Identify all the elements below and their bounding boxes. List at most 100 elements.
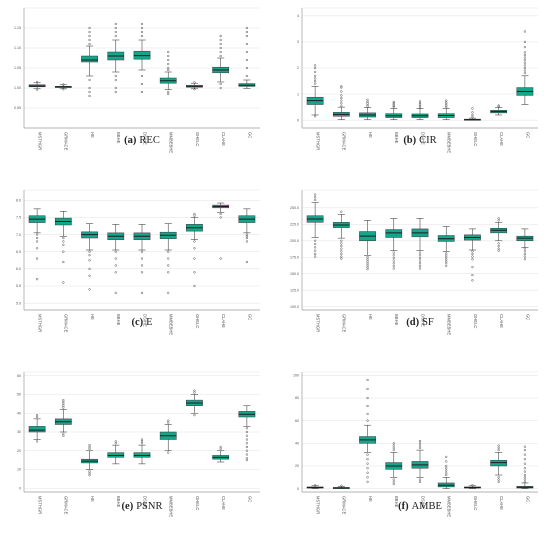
outlier-point: [392, 448, 395, 452]
outlier-point: [445, 471, 448, 474]
outlier-point: [418, 259, 422, 262]
box-grmace: [54, 210, 72, 284]
outlier-point: [366, 412, 369, 416]
outlier-point: [366, 260, 369, 263]
outlier-point: [497, 242, 500, 245]
outlier-point: [62, 434, 65, 437]
panel-caption-label: (b): [403, 135, 416, 146]
outlier-point: [523, 467, 527, 470]
outlier-point: [245, 26, 249, 30]
outlier-point: [114, 74, 117, 78]
outlier-point: [140, 442, 144, 445]
outlier-point: [35, 247, 39, 250]
outlier-point: [167, 62, 170, 66]
outlier-point: [445, 262, 448, 265]
outlier-point: [523, 61, 527, 64]
outlier-point: [167, 90, 170, 94]
outlier-point: [140, 30, 144, 34]
category-label: GRMACE: [64, 314, 69, 333]
outlier-point: [193, 284, 196, 288]
outlier-point: [35, 440, 39, 443]
outlier-point: [193, 240, 196, 243]
outlier-point: [366, 100, 369, 104]
outlier-point: [366, 102, 369, 105]
outlier-point: [114, 291, 117, 294]
outlier-point: [340, 244, 343, 248]
outlier-point: [471, 107, 474, 110]
box-gc: [516, 30, 534, 105]
panel-caption-text: AMBE: [412, 501, 442, 512]
outlier-point: [114, 442, 117, 445]
outlier-point: [114, 22, 117, 26]
outlier-point: [392, 446, 395, 449]
category-label: MSTHGR: [316, 314, 321, 332]
outlier-point: [523, 480, 527, 483]
panel-caption-label: (d): [406, 317, 419, 328]
outlier-point: [418, 251, 422, 254]
outlier-point: [418, 442, 422, 445]
outlier-point: [219, 54, 222, 58]
outlier-point: [245, 434, 249, 437]
category-label: GHELC: [195, 314, 200, 328]
y-tick-label: 0: [297, 487, 299, 491]
outlier-point: [167, 451, 170, 454]
outlier-point: [392, 480, 395, 483]
outlier-point: [245, 438, 249, 441]
outlier-point: [392, 259, 395, 262]
outlier-point: [114, 86, 117, 90]
outlier-point: [313, 193, 317, 196]
outlier-point: [35, 80, 39, 84]
outlier-point: [88, 30, 91, 34]
category-label: HE: [368, 314, 373, 320]
outlier-point: [62, 406, 65, 409]
outlier-point: [523, 448, 527, 452]
outlier-point: [35, 233, 39, 236]
box-dsihe: [411, 439, 429, 483]
outlier-point: [497, 480, 500, 483]
outlier-point: [167, 54, 170, 58]
category-label: BBHE: [116, 314, 121, 326]
outlier-point: [445, 254, 448, 257]
outlier-point: [62, 250, 65, 253]
box-msthgr: [306, 64, 324, 118]
outlier-point: [418, 101, 422, 105]
outlier-point: [88, 94, 91, 98]
outlier-point: [245, 457, 249, 460]
panel-caption-text: REC: [139, 135, 159, 146]
box-dsihe: [411, 218, 429, 270]
outlier-point: [471, 266, 474, 269]
category-label: DSIHE: [420, 132, 425, 145]
outlier-point: [418, 254, 422, 257]
outlier-point: [62, 260, 65, 264]
outlier-point: [167, 250, 170, 253]
box-clahe: [212, 445, 230, 463]
panel-caption-text: CIR: [419, 135, 437, 146]
outlier-point: [140, 257, 144, 260]
outlier-point: [497, 104, 500, 107]
outlier-point: [88, 42, 91, 46]
outlier-point: [418, 446, 422, 449]
box-mmbebhe: [437, 455, 455, 489]
outlier-point: [313, 64, 317, 67]
outlier-point: [340, 484, 343, 487]
outlier-point: [445, 106, 448, 109]
outlier-point: [167, 291, 170, 294]
outlier-point: [219, 257, 222, 260]
outlier-point: [140, 90, 144, 94]
category-label: CLAHE: [499, 132, 504, 146]
y-tick-label: 6.0: [16, 267, 21, 271]
outlier-point: [366, 462, 369, 465]
outlier-point: [523, 69, 527, 72]
outlier-point: [167, 264, 170, 267]
y-tick-label: 1.15: [14, 26, 21, 30]
outlier-point: [245, 50, 249, 54]
outlier-point: [523, 478, 527, 481]
box-he: [81, 444, 98, 477]
outlier-point: [114, 271, 117, 274]
y-tick-label: 0: [297, 118, 299, 122]
category-label: BBHE: [116, 496, 121, 508]
outlier-point: [88, 267, 91, 270]
category-label: CLAHE: [221, 132, 226, 146]
outlier-point: [523, 30, 527, 33]
